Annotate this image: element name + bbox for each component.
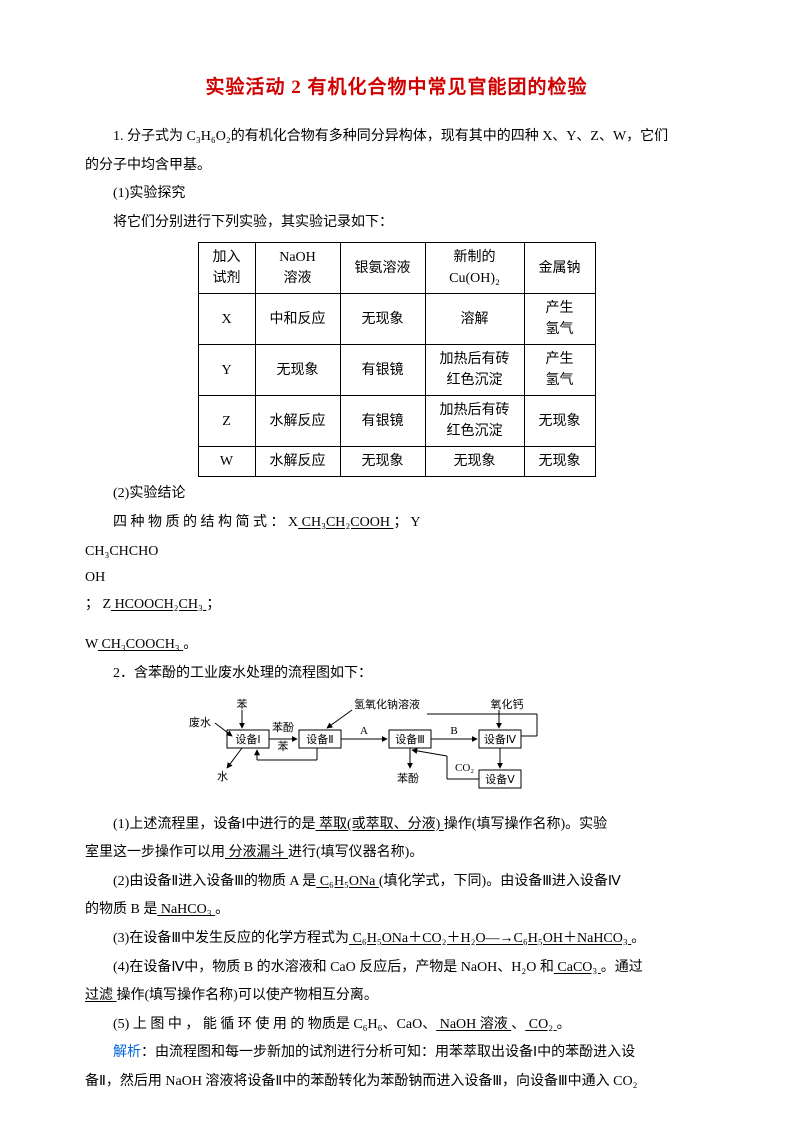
svg-text:氧化钙: 氧化钙	[490, 697, 523, 711]
q1-sec1: (1)实验探究	[85, 181, 708, 208]
experiment-table: 加入 试剂 NaOH 溶液 银氨溶液 新制的 Cu(OH)₂ 金属钠 X中和反应…	[198, 242, 596, 477]
table-row: X中和反应无现象溶解产生 氢气	[198, 294, 595, 345]
q2-p3: (3)在设备Ⅲ中发生反应的化学方程式为 C₆H₅ONa＋CO₂＋H₂O―→C₆H…	[85, 926, 708, 953]
th-tollens: 银氨溶液	[340, 243, 425, 294]
svg-text:设备Ⅰ: 设备Ⅰ	[235, 732, 260, 746]
ans-co2-recycle: CO₂	[525, 1017, 556, 1032]
q1-conclusion-line2: W CH₃COOCH₃ 。	[85, 632, 708, 659]
q2-p1-line2: 室里这一步操作可以用 分液漏斗 进行(填写仪器名称)。	[85, 840, 708, 867]
page-title: 实验活动 2 有机化合物中常见官能团的检验	[85, 70, 708, 106]
svg-text:苯酚: 苯酚	[272, 720, 294, 734]
q2-p5: (5) 上 图 中 ， 能 循 环 使 用 的 物质是 C₆H₆、CaO、 Na…	[85, 1012, 708, 1039]
ans-naoh-recycle: NaOH 溶液	[436, 1017, 511, 1032]
analysis-label: 解析	[113, 1045, 141, 1060]
ans-x: CH₃CH₂COOH	[298, 515, 393, 530]
svg-text:苯: 苯	[277, 739, 288, 753]
table-row: W水解反应无现象无现象无现象	[198, 447, 595, 477]
q2-analysis-line2: 备Ⅱ，然后用 NaOH 溶液将设备Ⅱ中的苯酚转化为苯酚钠而进入设备Ⅲ，向设备Ⅲ中…	[85, 1069, 708, 1096]
q2-p2-line1: (2)由设备Ⅱ进入设备Ⅲ的物质 A 是 C₆H₅ONa (填化学式，下同)。由设…	[85, 869, 708, 896]
th-na: 金属钠	[524, 243, 595, 294]
q2-p1-line1: (1)上述流程里，设备Ⅰ中进行的是 萃取(或萃取、分液) 操作(填写操作名称)。…	[85, 812, 708, 839]
svg-text:废水: 废水	[189, 715, 211, 729]
ans-extract: 萃取(或萃取、分液)	[315, 817, 443, 832]
ans-caco3: CaCO₃	[554, 960, 601, 975]
q1-intro-line2: 的分子中均含甲基。	[85, 153, 708, 180]
table-header-row: 加入 试剂 NaOH 溶液 银氨溶液 新制的 Cu(OH)₂ 金属钠	[198, 243, 595, 294]
svg-text:CO₂: CO₂	[455, 762, 474, 774]
q1-sec2: (2)实验结论	[85, 481, 708, 508]
svg-text:苯: 苯	[236, 697, 247, 711]
ans-a: C₆H₅ONa	[316, 874, 379, 889]
ans-w: CH₃COOCH₃	[98, 637, 183, 652]
q2-intro: 2．含苯酚的工业废水处理的流程图如下：	[85, 661, 708, 688]
q2-p2-line2: 的物质 B 是 NaHCO₃ 。	[85, 897, 708, 924]
th-reagent: 加入 试剂	[198, 243, 255, 294]
q2-p4-line1: (4)在设备Ⅳ中，物质 B 的水溶液和 CaO 反应后，产物是 NaOH、H₂O…	[85, 955, 708, 982]
svg-text:氢氧化钠溶液: 氢氧化钠溶液	[354, 697, 420, 711]
svg-text:设备Ⅳ: 设备Ⅳ	[483, 732, 516, 746]
ans-funnel: 分液漏斗	[225, 845, 288, 860]
ans-filter: 过滤	[85, 988, 117, 1003]
svg-text:设备Ⅲ: 设备Ⅲ	[395, 732, 425, 746]
svg-text:B: B	[450, 725, 457, 737]
th-naoh: NaOH 溶液	[255, 243, 340, 294]
q2-p4-line2: 过滤 操作(填写操作名称)可以使产物相互分离。	[85, 983, 708, 1010]
ans-z: HCOOCH₂CH₃	[111, 597, 206, 612]
table-row: Y无现象有银镜加热后有砖 红色沉淀产生 氢气	[198, 345, 595, 396]
th-cuoh2: 新制的 Cu(OH)₂	[425, 243, 524, 294]
flowchart: text{font-family:SimSun,serif;font-size:…	[187, 696, 607, 806]
svg-text:设备Ⅴ: 设备Ⅴ	[485, 772, 515, 786]
q1-tabledesc: 将它们分别进行下列实验，其实验记录如下：	[85, 210, 708, 237]
svg-text:苯酚: 苯酚	[397, 771, 419, 785]
q1-intro-line1: 1. 分子式为 C₃H₆O₂的有机化合物有多种同分异构体，现有其中的四种 X、Y…	[85, 124, 708, 151]
table-row: Z水解反应有银镜加热后有砖 红色沉淀无现象	[198, 396, 595, 447]
ans-b: NaHCO₃	[157, 902, 215, 917]
svg-text:设备Ⅱ: 设备Ⅱ	[306, 732, 333, 746]
ans-equation: C₆H₅ONa＋CO₂＋H₂O―→C₆H₅OH＋NaHCO₃	[349, 931, 631, 946]
svg-text:水: 水	[217, 770, 228, 783]
q2-analysis-line1: 解析：由流程图和每一步新加的试剂进行分析可知：用苯萃取出设备Ⅰ中的苯酚进入设	[85, 1040, 708, 1067]
q1-conclusion-line1: 四 种 物 质 的 结 构 简 式 ： X CH₃CH₂COOH ； Y	[85, 510, 708, 537]
svg-text:A: A	[360, 725, 368, 737]
